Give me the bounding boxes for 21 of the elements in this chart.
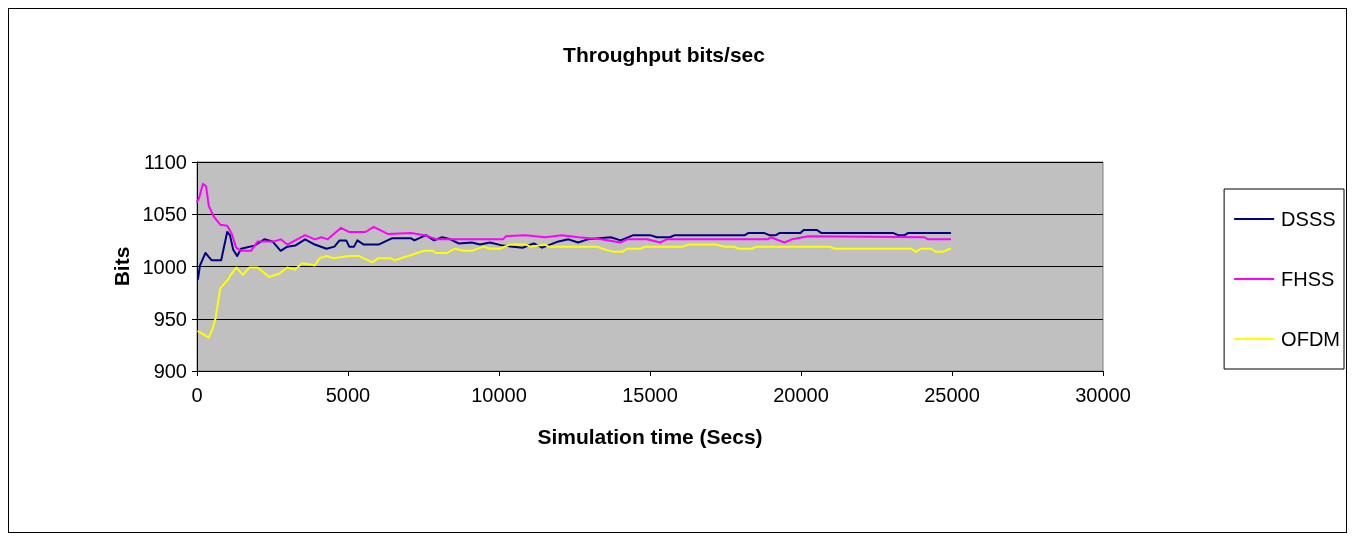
chart-title: Throughput bits/sec [563, 43, 766, 66]
x-tick-label: 30000 [1075, 384, 1131, 406]
y-tick-label: 1100 [143, 151, 187, 173]
y-tick-label: 900 [153, 360, 187, 382]
legend-label: OFDM [1281, 328, 1341, 350]
x-tick-label: 25000 [924, 384, 980, 406]
y-tick-label: 1000 [142, 255, 187, 278]
y-axis-title: Bits [109, 246, 133, 287]
y-tick-label: 1050 [142, 203, 187, 226]
line-series [196, 182, 952, 252]
x-tick-label: 10000 [471, 384, 527, 406]
x-tick-label: 20000 [773, 384, 829, 406]
legend-label: DSSS [1281, 208, 1336, 230]
x-tick-label: 5000 [325, 384, 371, 406]
line-series [196, 228, 952, 281]
x-tick-label: 15000 [622, 384, 678, 406]
y-tick-label: 950 [153, 307, 187, 330]
x-axis-title: Simulation time (Secs) [537, 425, 763, 448]
x-tick-label: 0 [191, 384, 203, 406]
line-series [197, 243, 952, 339]
legend-label: FHSS [1281, 268, 1335, 290]
